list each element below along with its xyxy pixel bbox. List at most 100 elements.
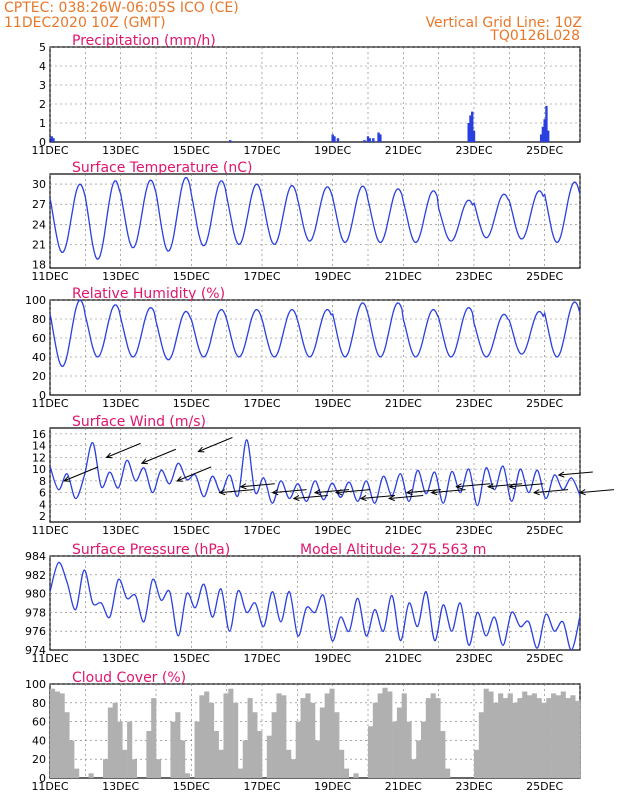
wind-arrow [292,494,328,502]
y-tick-label: 8 [39,475,46,488]
cloud-bar [512,702,518,778]
y-tick-label: 982 [25,569,46,582]
cloud-bar [421,721,427,778]
cloud-bar [54,691,60,778]
cloud-bar [146,731,152,778]
wind-arrow [313,489,350,496]
cloud-bar [546,698,552,778]
temp-title: Surface Temperature (nC) [72,160,253,176]
cloud-bar [300,698,306,778]
precip-bar [368,138,371,142]
precip-bar [363,140,366,142]
cloud-bar [194,721,200,778]
cloud-bar [430,693,436,778]
x-tick-label: 13DEC [102,144,139,157]
x-tick-label: 13DEC [102,780,139,793]
wind-arrow [197,437,233,453]
x-tick-label: 15DEC [173,524,210,537]
x-tick-label: 19DEC [314,144,351,157]
cloud-bar [175,712,181,778]
cloud-bar [59,693,65,778]
cloud-bar [131,759,138,778]
y-tick-label: 5 [39,41,46,54]
cloud-bar [445,768,451,778]
cloud-bar [290,759,297,778]
precip-bar [229,140,232,142]
cloud-bar [334,712,340,778]
cloud-bar [103,759,109,778]
precip-bar [377,132,380,142]
x-tick-label: 17DEC [243,780,280,793]
x-tick-label: 23DEC [455,144,492,157]
panels: 11DEC 13DEC 15DEC 17DEC 19DEC 21DEC 23DEC 25DEC… [25,33,615,793]
cloud-bar [242,740,248,778]
precip-frame [49,46,581,143]
cloud-bar [180,740,186,778]
cloud-bar [488,691,494,778]
cloud-bar [228,688,234,778]
y-tick-label: 0 [39,136,46,149]
x-tick-label: 19DEC [314,780,351,793]
precip-bar [333,136,336,142]
cloud-bar [88,773,94,778]
x-tick-label: 23DEC [455,524,492,537]
wind-arrow [359,494,395,502]
y-tick-label: 0 [39,772,46,785]
model-altitude-label: Model Altitude: 275.563 m [300,542,486,558]
cloud-bar [266,735,272,778]
precip-bar [545,105,548,142]
header-grid-line: Vertical Grid Line: 10Z [426,15,582,31]
x-tick-label: 11DEC [31,524,68,537]
y-tick-label: 10 [32,463,46,476]
y-tick-label: 18 [32,259,46,272]
cloud-bar [112,702,118,778]
rh-title: Relative Humidity (%) [72,286,225,302]
x-tick-label: 13DEC [102,524,139,537]
precip-bar [541,126,545,142]
cloud-bar [474,749,480,778]
pressure-series-line [50,561,580,650]
pressure-panel: 11DEC 13DEC 15DEC 17DEC 19DEC 21DEC 23DEC 25DEC… [25,542,581,665]
cloud-bar [522,691,528,778]
y-tick-label: 980 [25,588,46,601]
cloud-bar [416,740,422,778]
cloud-bar [377,693,383,778]
cloud-bar [74,768,80,778]
x-tick-label: 21DEC [385,524,422,537]
precip-bar [50,136,53,142]
y-tick-label: 30 [32,178,46,191]
precip-bar [52,138,55,142]
x-tick-label: 15DEC [173,652,210,665]
cloud-bar [127,721,133,778]
cloud-title: Cloud Cover (%) [72,670,186,686]
x-tick-label: 19DEC [314,397,351,410]
wind-arrow [271,489,307,496]
rh-series-line [49,299,581,367]
cloud-bar [286,749,292,778]
cloud-bar [478,712,484,778]
y-tick-label: 40 [32,351,46,364]
wind-arrow [486,483,523,490]
x-tick-label: 23DEC [455,652,492,665]
cloud-bar [199,695,205,778]
cloud-bar [184,773,191,778]
precip-bar [379,134,382,142]
x-tick-label: 23DEC [455,270,492,283]
x-tick-label: 11DEC [31,397,68,410]
cloud-bar [209,702,215,778]
cloud-bar [319,707,325,778]
y-tick-label: 80 [32,313,46,326]
cloud-bar [435,698,441,778]
cloud-bar [536,698,542,778]
x-tick-label: 15DEC [173,780,210,793]
cloud-bar [324,693,330,778]
cloud-bar [392,721,398,778]
cloud-bar [411,759,417,778]
cloud-bar [329,688,335,778]
cloud-bar [570,695,576,778]
x-tick-label: 11DEC [31,144,68,157]
cloud-bar [213,731,219,778]
cloud-bar [247,698,253,778]
cloud-bar [281,695,287,778]
cloud-bar [425,698,431,778]
